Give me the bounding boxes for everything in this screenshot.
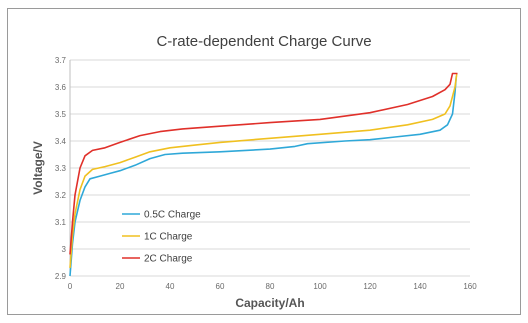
chart-frame: C-rate-dependent Charge Curve 2.9 3 3.1 3.2… <box>7 8 521 315</box>
x-tick-label: 80 <box>266 282 275 291</box>
legend: 0.5C Charge 1C Charge 2C Charge <box>122 210 201 265</box>
series-lines <box>69 72 458 277</box>
legend-label: 1C Charge <box>144 232 193 243</box>
x-tick-label: 120 <box>363 282 377 291</box>
x-tick-label: 20 <box>116 282 125 291</box>
legend-label: 0.5C Charge <box>144 210 201 221</box>
y-tick-label: 3.6 <box>55 83 67 92</box>
x-tick-label: 40 <box>166 282 175 291</box>
y-tick-label: 2.9 <box>55 272 67 281</box>
y-tick-label: 3 <box>62 245 67 254</box>
x-tick-label: 0 <box>68 282 73 291</box>
y-tick-label: 3.2 <box>55 191 67 200</box>
series-line-0 <box>69 76 458 277</box>
gridlines <box>69 59 470 277</box>
x-tick-label: 60 <box>216 282 225 291</box>
y-tick-label: 3.1 <box>55 218 67 227</box>
series-line-2 <box>69 72 458 255</box>
x-tick-label: 140 <box>413 282 427 291</box>
x-tick-label: 100 <box>313 282 327 291</box>
y-tick-labels: 2.9 3 3.1 3.2 3.3 3.4 3.5 3.6 3.7 <box>55 56 67 281</box>
x-tick-label: 160 <box>463 282 477 291</box>
y-tick-label: 3.5 <box>55 110 67 119</box>
y-tick-label: 3.7 <box>55 56 67 65</box>
y-tick-label: 3.4 <box>55 137 67 146</box>
series-line-1 <box>69 73 458 268</box>
legend-label: 2C Charge <box>144 254 193 265</box>
x-tick-labels: 0 20 40 60 80 100 120 140 160 <box>68 282 477 291</box>
x-axis-label: Capacity/Ah <box>235 296 304 310</box>
chart-title: C-rate-dependent Charge Curve <box>156 33 371 50</box>
y-axis-label: Voltage/V <box>31 141 45 195</box>
y-tick-label: 3.3 <box>55 164 67 173</box>
line-chart: C-rate-dependent Charge Curve 2.9 3 3.1 3.2… <box>31 33 477 310</box>
